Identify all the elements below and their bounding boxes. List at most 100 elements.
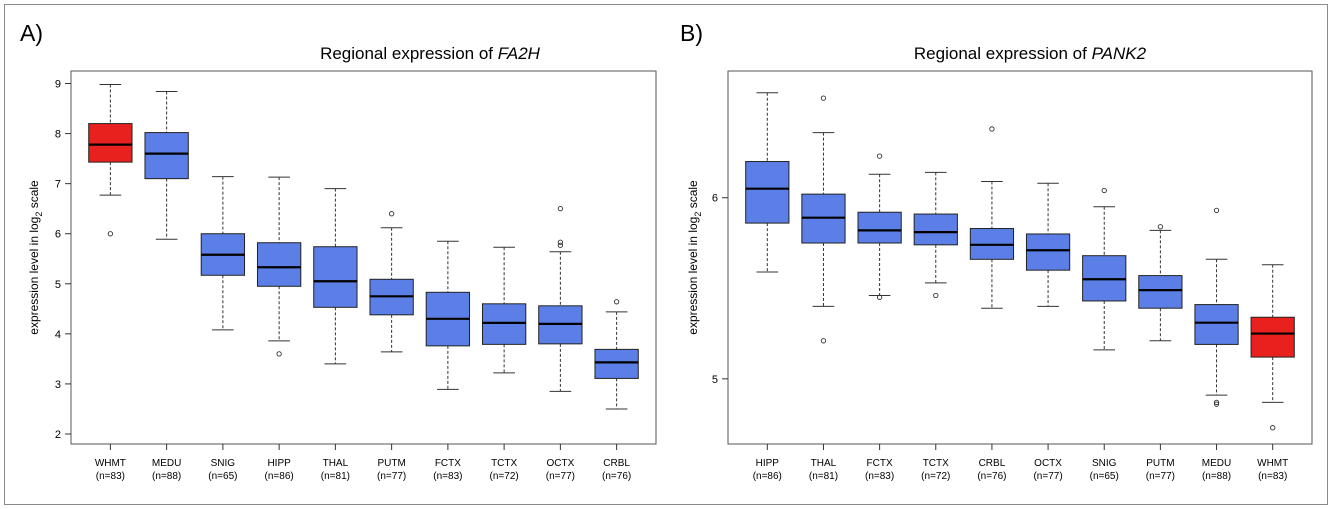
xtick-label: SNIG bbox=[211, 458, 236, 469]
xtick-n-label: (n=65) bbox=[1090, 471, 1119, 482]
panel-a-box-whmt: WHMT (n=83) bbox=[88, 84, 133, 482]
panel-a-ytick-label: 5 bbox=[55, 279, 61, 291]
xtick-label: SNIG bbox=[1092, 458, 1117, 469]
panel-a-ylabel-main: expression level in log bbox=[27, 217, 41, 335]
panel-a-label: A) bbox=[20, 20, 43, 46]
outlier-point bbox=[933, 292, 939, 299]
xtick-label: TCTX bbox=[491, 458, 517, 469]
iqr-box bbox=[256, 242, 302, 287]
panel-a-ylabel-subscript: 2 bbox=[34, 212, 44, 217]
outlier-point bbox=[876, 153, 883, 159]
xtick-n-label: (n=86) bbox=[265, 471, 294, 482]
outlier-point bbox=[989, 126, 995, 132]
outlier-point bbox=[1213, 399, 1220, 406]
outlier-point bbox=[557, 242, 564, 248]
panel-b-plot-frame bbox=[727, 70, 1313, 445]
panel-b-ylabel: expression level in log2 scale bbox=[686, 180, 703, 335]
xtick-label: PUTM bbox=[1146, 458, 1174, 469]
iqr-box bbox=[88, 123, 133, 163]
xtick-label: CRBL bbox=[603, 458, 630, 469]
panel-b-box-whmt: WHMT (n=83) bbox=[1250, 264, 1295, 482]
panel-a-box-fctx: FCTX (n=83) bbox=[425, 240, 471, 482]
xtick-label: THAL bbox=[811, 458, 837, 469]
panel-a-ytick-label: 9 bbox=[55, 79, 61, 91]
xtick-label: FCTX bbox=[435, 458, 461, 469]
xtick-n-label: (n=76) bbox=[977, 471, 1006, 482]
xtick-n-label: (n=83) bbox=[96, 471, 125, 482]
panel-a-box-putm: PUTM (n=77) bbox=[369, 211, 414, 482]
outlier-point bbox=[1157, 224, 1164, 230]
outlier-point bbox=[1101, 187, 1107, 194]
xtick-label: HIPP bbox=[756, 458, 780, 469]
xtick-label: MEDU bbox=[152, 458, 181, 469]
xtick-label: PUTM bbox=[377, 458, 405, 469]
outlier-point bbox=[388, 211, 395, 217]
outlier-point bbox=[820, 338, 827, 344]
outlier-point bbox=[613, 299, 620, 305]
xtick-label: WHMT bbox=[1257, 458, 1288, 469]
xtick-label: OCTX bbox=[546, 458, 574, 469]
iqr-box bbox=[313, 246, 358, 308]
panel-a-box-tctx: TCTX (n=72) bbox=[481, 246, 527, 482]
panel-a-box-crbl: CRBL (n=76) bbox=[594, 299, 639, 482]
xtick-n-label: (n=83) bbox=[1258, 471, 1287, 482]
outlier-point bbox=[1213, 207, 1220, 214]
xtick-n-label: (n=77) bbox=[1146, 471, 1175, 482]
xtick-n-label: (n=86) bbox=[753, 471, 782, 482]
xtick-label: CRBL bbox=[979, 458, 1006, 469]
panel-a-title-gene: FA2H bbox=[497, 44, 540, 63]
xtick-label: OCTX bbox=[1034, 458, 1062, 469]
outlier-point bbox=[1213, 401, 1220, 407]
panel-b-box-medu: MEDU (n=88) bbox=[1194, 207, 1239, 482]
xtick-n-label: (n=77) bbox=[377, 471, 406, 482]
iqr-box bbox=[745, 161, 790, 224]
panel-a-ylabel-tail: scale bbox=[27, 180, 41, 212]
xtick-label: WHMT bbox=[95, 458, 126, 469]
outlier-point bbox=[820, 95, 827, 101]
iqr-box bbox=[857, 211, 902, 244]
panel-b-box-octx: OCTX (n=77) bbox=[1025, 182, 1071, 482]
xtick-n-label: (n=72) bbox=[490, 471, 519, 482]
panel-b-box-crbl: CRBL (n=76) bbox=[969, 126, 1015, 482]
outlier-point bbox=[276, 351, 282, 357]
panel-a-box-thal: THAL (n=81) bbox=[313, 188, 358, 482]
panel-a-box-octx: OCTX (n=77) bbox=[538, 206, 583, 482]
panel-a-ytick-label: 7 bbox=[55, 179, 61, 191]
panel-b-title-gene: PANK2 bbox=[1091, 44, 1147, 63]
panel-b-box-fctx: FCTX (n=83) bbox=[857, 153, 902, 482]
panel-b-box-putm: PUTM (n=77) bbox=[1138, 224, 1183, 482]
xtick-label: HIPP bbox=[267, 458, 291, 469]
xtick-label: TCTX bbox=[923, 458, 949, 469]
xtick-label: MEDU bbox=[1202, 458, 1231, 469]
panel-b-box-snig: SNIG (n=65) bbox=[1082, 187, 1127, 482]
iqr-box bbox=[1194, 304, 1239, 345]
outlier-point bbox=[557, 206, 564, 212]
panel-a-ylabel: expression level in log2 scale bbox=[27, 180, 44, 335]
panel-b-ylabel-main: expression level in log bbox=[686, 217, 700, 335]
panel-a-box-hipp: HIPP (n=86) bbox=[256, 176, 302, 482]
iqr-box bbox=[1250, 316, 1295, 358]
iqr-box bbox=[1025, 233, 1071, 271]
panel-a-ytick-label: 3 bbox=[55, 379, 61, 391]
panel-a-title: Regional expression of FA2H bbox=[200, 44, 660, 64]
outlier-point bbox=[107, 231, 114, 237]
panel-a-ytick-label: 2 bbox=[55, 429, 61, 441]
panel-a-ytick-label: 6 bbox=[55, 229, 61, 241]
xtick-n-label: (n=65) bbox=[208, 471, 237, 482]
xtick-n-label: (n=76) bbox=[602, 471, 631, 482]
xtick-label: FCTX bbox=[867, 458, 893, 469]
panel-b-title: Regional expression of PANK2 bbox=[800, 44, 1260, 64]
iqr-box bbox=[913, 213, 958, 246]
iqr-box bbox=[144, 132, 189, 180]
panel-b-box-tctx: TCTX (n=72) bbox=[913, 171, 958, 482]
panel-b-title-prefix: Regional expression of bbox=[913, 44, 1092, 63]
xtick-n-label: (n=72) bbox=[921, 471, 950, 482]
xtick-label: THAL bbox=[323, 458, 349, 469]
outlier-point bbox=[876, 294, 883, 300]
panel-b-plot: 5 6 expression level in log2 scale HIPP (n=8… bbox=[686, 70, 1313, 482]
panel-b-box-thal: THAL (n=81) bbox=[801, 95, 846, 482]
panel-b-box-hipp: HIPP (n=86) bbox=[745, 92, 790, 482]
